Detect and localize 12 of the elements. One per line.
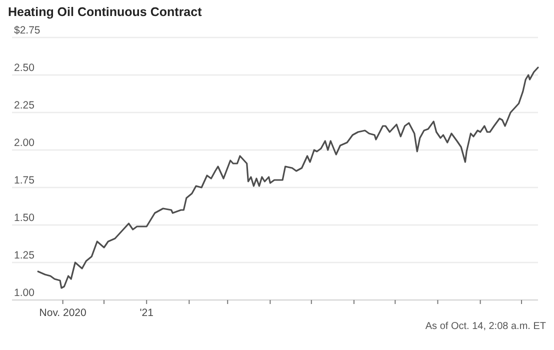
y-tick-label: 2.50 (14, 62, 35, 74)
chart-title: Heating Oil Continuous Contract (8, 5, 203, 19)
y-tick-label: 1.75 (14, 174, 35, 186)
y-tick-label: 2.00 (14, 137, 35, 149)
y-tick-label: 1.25 (14, 250, 35, 262)
x-tick-label: '21 (140, 307, 154, 319)
y-tick-label: 2.25 (14, 100, 35, 112)
x-tick-label: Nov. 2020 (39, 307, 87, 319)
text: As of Oct. 14, 2:08 a.m. ET (425, 321, 546, 332)
y-tick-label: 1.50 (14, 212, 35, 224)
y-tick-label: $2.75 (14, 24, 40, 36)
y-tick-label: 1.00 (14, 287, 35, 299)
